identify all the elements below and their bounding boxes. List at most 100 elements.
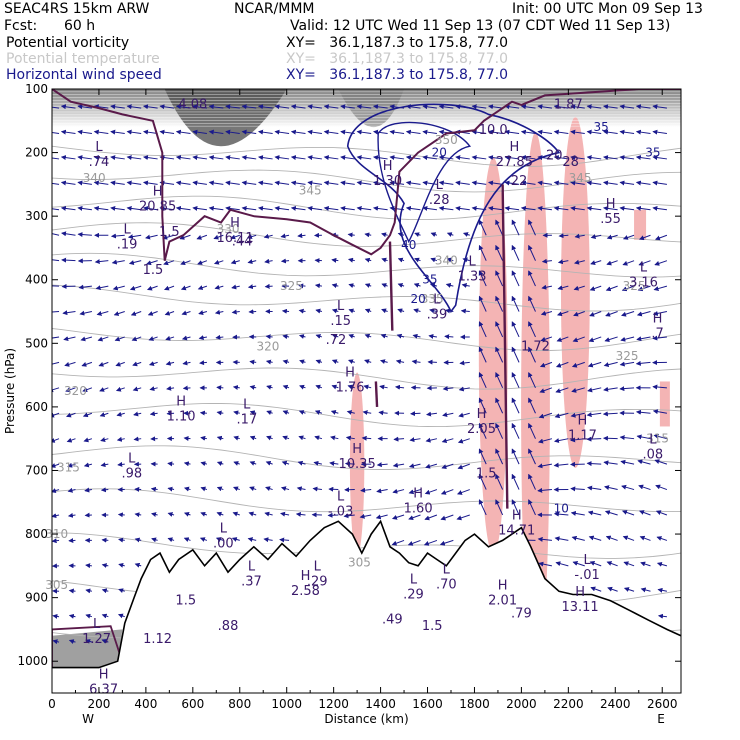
wind-vector (77, 180, 92, 186)
wind-vector (652, 409, 668, 415)
wind-vector (444, 334, 454, 340)
x-tick-label: 2400 (600, 697, 631, 711)
wind-vector (570, 510, 585, 516)
wind-vector (488, 104, 503, 110)
wind-vector (635, 180, 651, 186)
wind-vector (85, 639, 93, 644)
wind-vector (79, 310, 93, 316)
extremum-value: -.01 (574, 568, 599, 583)
wind-vector (528, 372, 536, 389)
wind-vector (478, 448, 487, 465)
extremum-value: 2.05 (467, 422, 496, 437)
wind-vector (381, 308, 388, 314)
wind-vector (619, 361, 635, 367)
wind-vector (100, 437, 109, 443)
wind-vector (329, 461, 339, 466)
wind-vector (230, 259, 240, 265)
wind-vector (99, 387, 109, 392)
wind-vector (315, 384, 323, 390)
wind-vector (99, 412, 109, 417)
wind-vector (290, 104, 306, 110)
wind-vector (197, 260, 208, 265)
extremum-value: 13.11 (561, 600, 598, 615)
wind-vector (391, 539, 405, 546)
wind-vector (462, 232, 470, 237)
center-title: NCAR/MMM (234, 1, 315, 17)
wind-vector (94, 259, 109, 265)
extremum-letter: L (337, 490, 345, 505)
wind-vector (67, 487, 76, 493)
wind-vector (504, 155, 520, 161)
wind-vector (572, 336, 585, 343)
extremum-letter: H (477, 407, 487, 422)
extremum-value: 2.58 (291, 584, 320, 599)
wind-vector (590, 260, 602, 265)
y-tick-label: 800 (25, 527, 48, 541)
extremum-letter: L (583, 553, 591, 568)
wind-vector (459, 360, 470, 366)
wind-vector (376, 488, 388, 494)
wind-vector (478, 219, 487, 236)
wind-vector (602, 435, 618, 441)
wind-vector (150, 486, 158, 492)
wind-vector (233, 435, 240, 441)
wind-vector (85, 563, 92, 569)
wind-vector (413, 283, 421, 288)
field-xy-wind: XY= 36.1,187.3 to 175.8, 77.0 (286, 67, 509, 83)
x-tick-label: 2000 (506, 697, 537, 711)
wind-vector (340, 205, 355, 211)
wind-vector (652, 384, 667, 390)
wind-vector (93, 180, 109, 186)
wind-vector (653, 434, 668, 440)
wind-vector (528, 499, 536, 516)
wind-vector (290, 205, 306, 211)
wind-vector (438, 104, 454, 110)
wind-vector (495, 397, 504, 414)
wind-vector (538, 561, 553, 567)
wind-vector (83, 437, 93, 443)
wind-vector (192, 104, 207, 110)
wind-vector (93, 129, 109, 135)
wind-vector (620, 336, 635, 342)
wind-vector (265, 486, 273, 492)
wind-vector (537, 463, 553, 469)
extremum-letter: L (436, 178, 444, 193)
wind-vector (116, 436, 125, 442)
wind-vector (249, 410, 257, 416)
extremum-value: 1.30 (373, 174, 402, 189)
theta-label: 345 (569, 171, 592, 185)
wind-vector (511, 219, 520, 236)
wind-vector (348, 333, 355, 339)
wind-vector (541, 258, 552, 264)
wind-vector (471, 155, 487, 161)
wind-vector (537, 536, 552, 542)
wind-vector (134, 512, 142, 518)
wind-vector (606, 260, 618, 266)
wind-vector (422, 205, 437, 211)
wind-vector (557, 285, 569, 291)
wind-vector (331, 308, 339, 314)
valid-time: Valid: 12 UTC Wed 11 Sep 13 (07 CDT Wed … (290, 18, 671, 34)
wind-vector (52, 513, 60, 519)
field-name-theta: Potential temperature (6, 51, 160, 67)
wind-vector (298, 410, 306, 415)
wind-vector (323, 104, 339, 110)
wind-vector (247, 259, 257, 265)
wind-vector (247, 537, 257, 542)
wind-vector (348, 359, 355, 365)
wind-vector (61, 257, 76, 263)
wind-vector (571, 387, 585, 393)
wind-vector (231, 309, 240, 315)
wind-vector (95, 285, 109, 291)
extremum-letter: L (649, 432, 657, 447)
theta-isoline (52, 169, 681, 193)
pv-pink-patch (349, 372, 365, 556)
wind-vector (446, 257, 454, 263)
wind-vector (216, 511, 224, 517)
wind-vector (331, 359, 339, 365)
wind-vector (652, 205, 667, 211)
wind-vector (488, 205, 503, 211)
wind-vector (167, 486, 175, 492)
wind-vector (295, 511, 306, 517)
wind-vector (397, 257, 405, 263)
